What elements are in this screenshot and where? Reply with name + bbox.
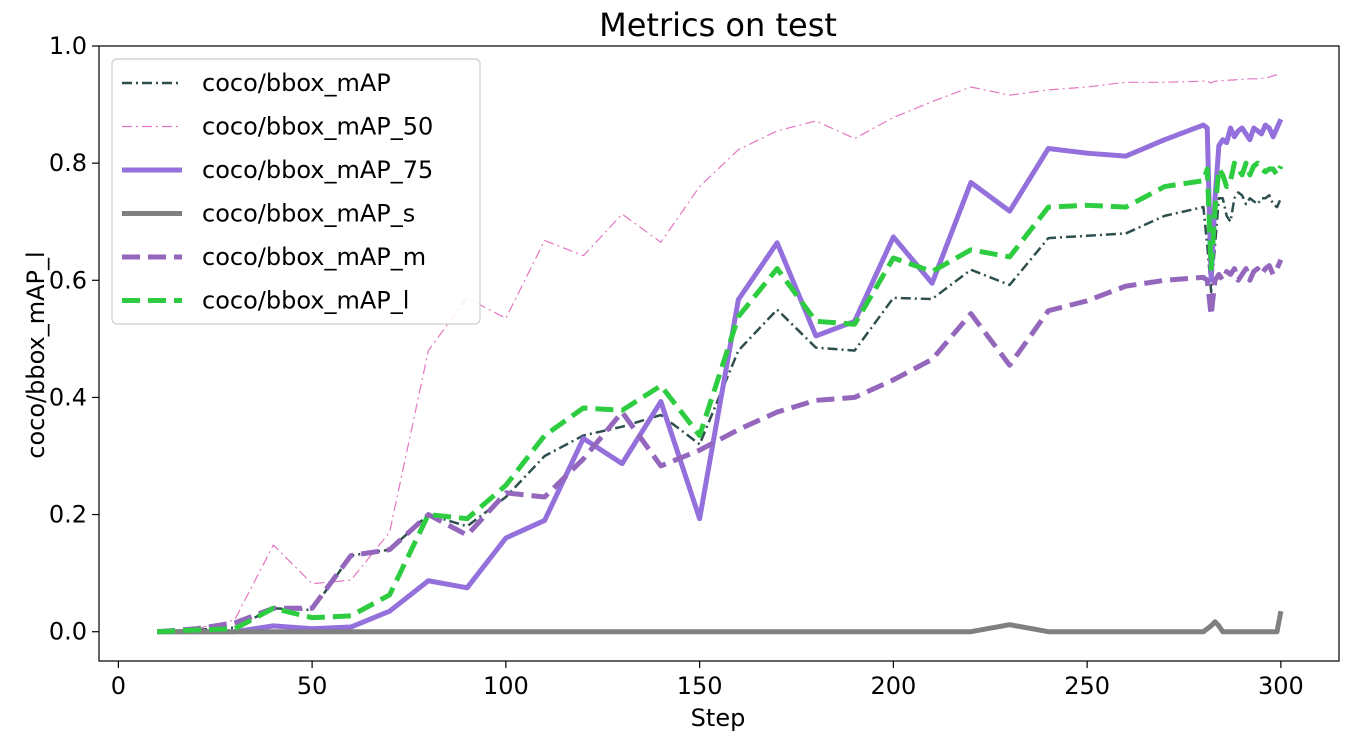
y-tick-label: 0.8 xyxy=(49,149,87,177)
y-axis-label: coco/bbox_mAP_l xyxy=(22,251,50,458)
y-tick-label: 0.6 xyxy=(49,266,87,294)
series-line-coco-bbox-map-s xyxy=(157,610,1284,635)
legend-label: coco/bbox_mAP_50 xyxy=(202,113,433,141)
x-tick-label: 200 xyxy=(870,672,916,700)
plot-frame xyxy=(98,45,1340,662)
series-line-coco-bbox-map-50 xyxy=(157,72,1282,633)
x-tick-label: 300 xyxy=(1258,672,1304,700)
series-line-coco-bbox-map-m xyxy=(156,258,1284,635)
series-line-coco-bbox-map xyxy=(157,191,1283,633)
y-axis: 0.0 0.2 0.4 0.6 0.8 1.0 xyxy=(49,32,99,646)
x-tick-label: 250 xyxy=(1064,672,1110,700)
y-tick-label: 1.0 xyxy=(49,32,87,60)
legend-label: coco/bbox_mAP_m xyxy=(202,243,426,271)
legend-label: coco/bbox_mAP xyxy=(202,69,391,97)
x-axis-label: Step xyxy=(691,704,746,732)
legend-label: coco/bbox_mAP_l xyxy=(202,287,409,315)
y-tick-label: 0.0 xyxy=(49,618,87,646)
x-tick-label: 150 xyxy=(677,672,723,700)
x-tick-label: 50 xyxy=(297,672,328,700)
plot-area xyxy=(98,45,1340,662)
x-tick-label: 0 xyxy=(111,672,126,700)
legend: coco/bbox_mAP coco/bbox_mAP_50 coco/bbox_m… xyxy=(111,58,481,325)
series-line-coco-bbox-map-l xyxy=(157,160,1284,635)
x-axis: 0 50 100 150 200 250 300 xyxy=(111,661,1304,700)
legend-label: coco/bbox_mAP_75 xyxy=(202,156,433,184)
chart-title: Metrics on test xyxy=(599,6,837,44)
series-line-coco-bbox-map-75 xyxy=(157,118,1284,635)
y-tick-label: 0.2 xyxy=(49,501,87,529)
x-tick-label: 100 xyxy=(483,672,529,700)
y-tick-label: 0.4 xyxy=(49,383,87,411)
series-layer xyxy=(156,72,1284,635)
legend-label: coco/bbox_mAP_s xyxy=(202,200,415,228)
legend-box xyxy=(111,58,481,325)
